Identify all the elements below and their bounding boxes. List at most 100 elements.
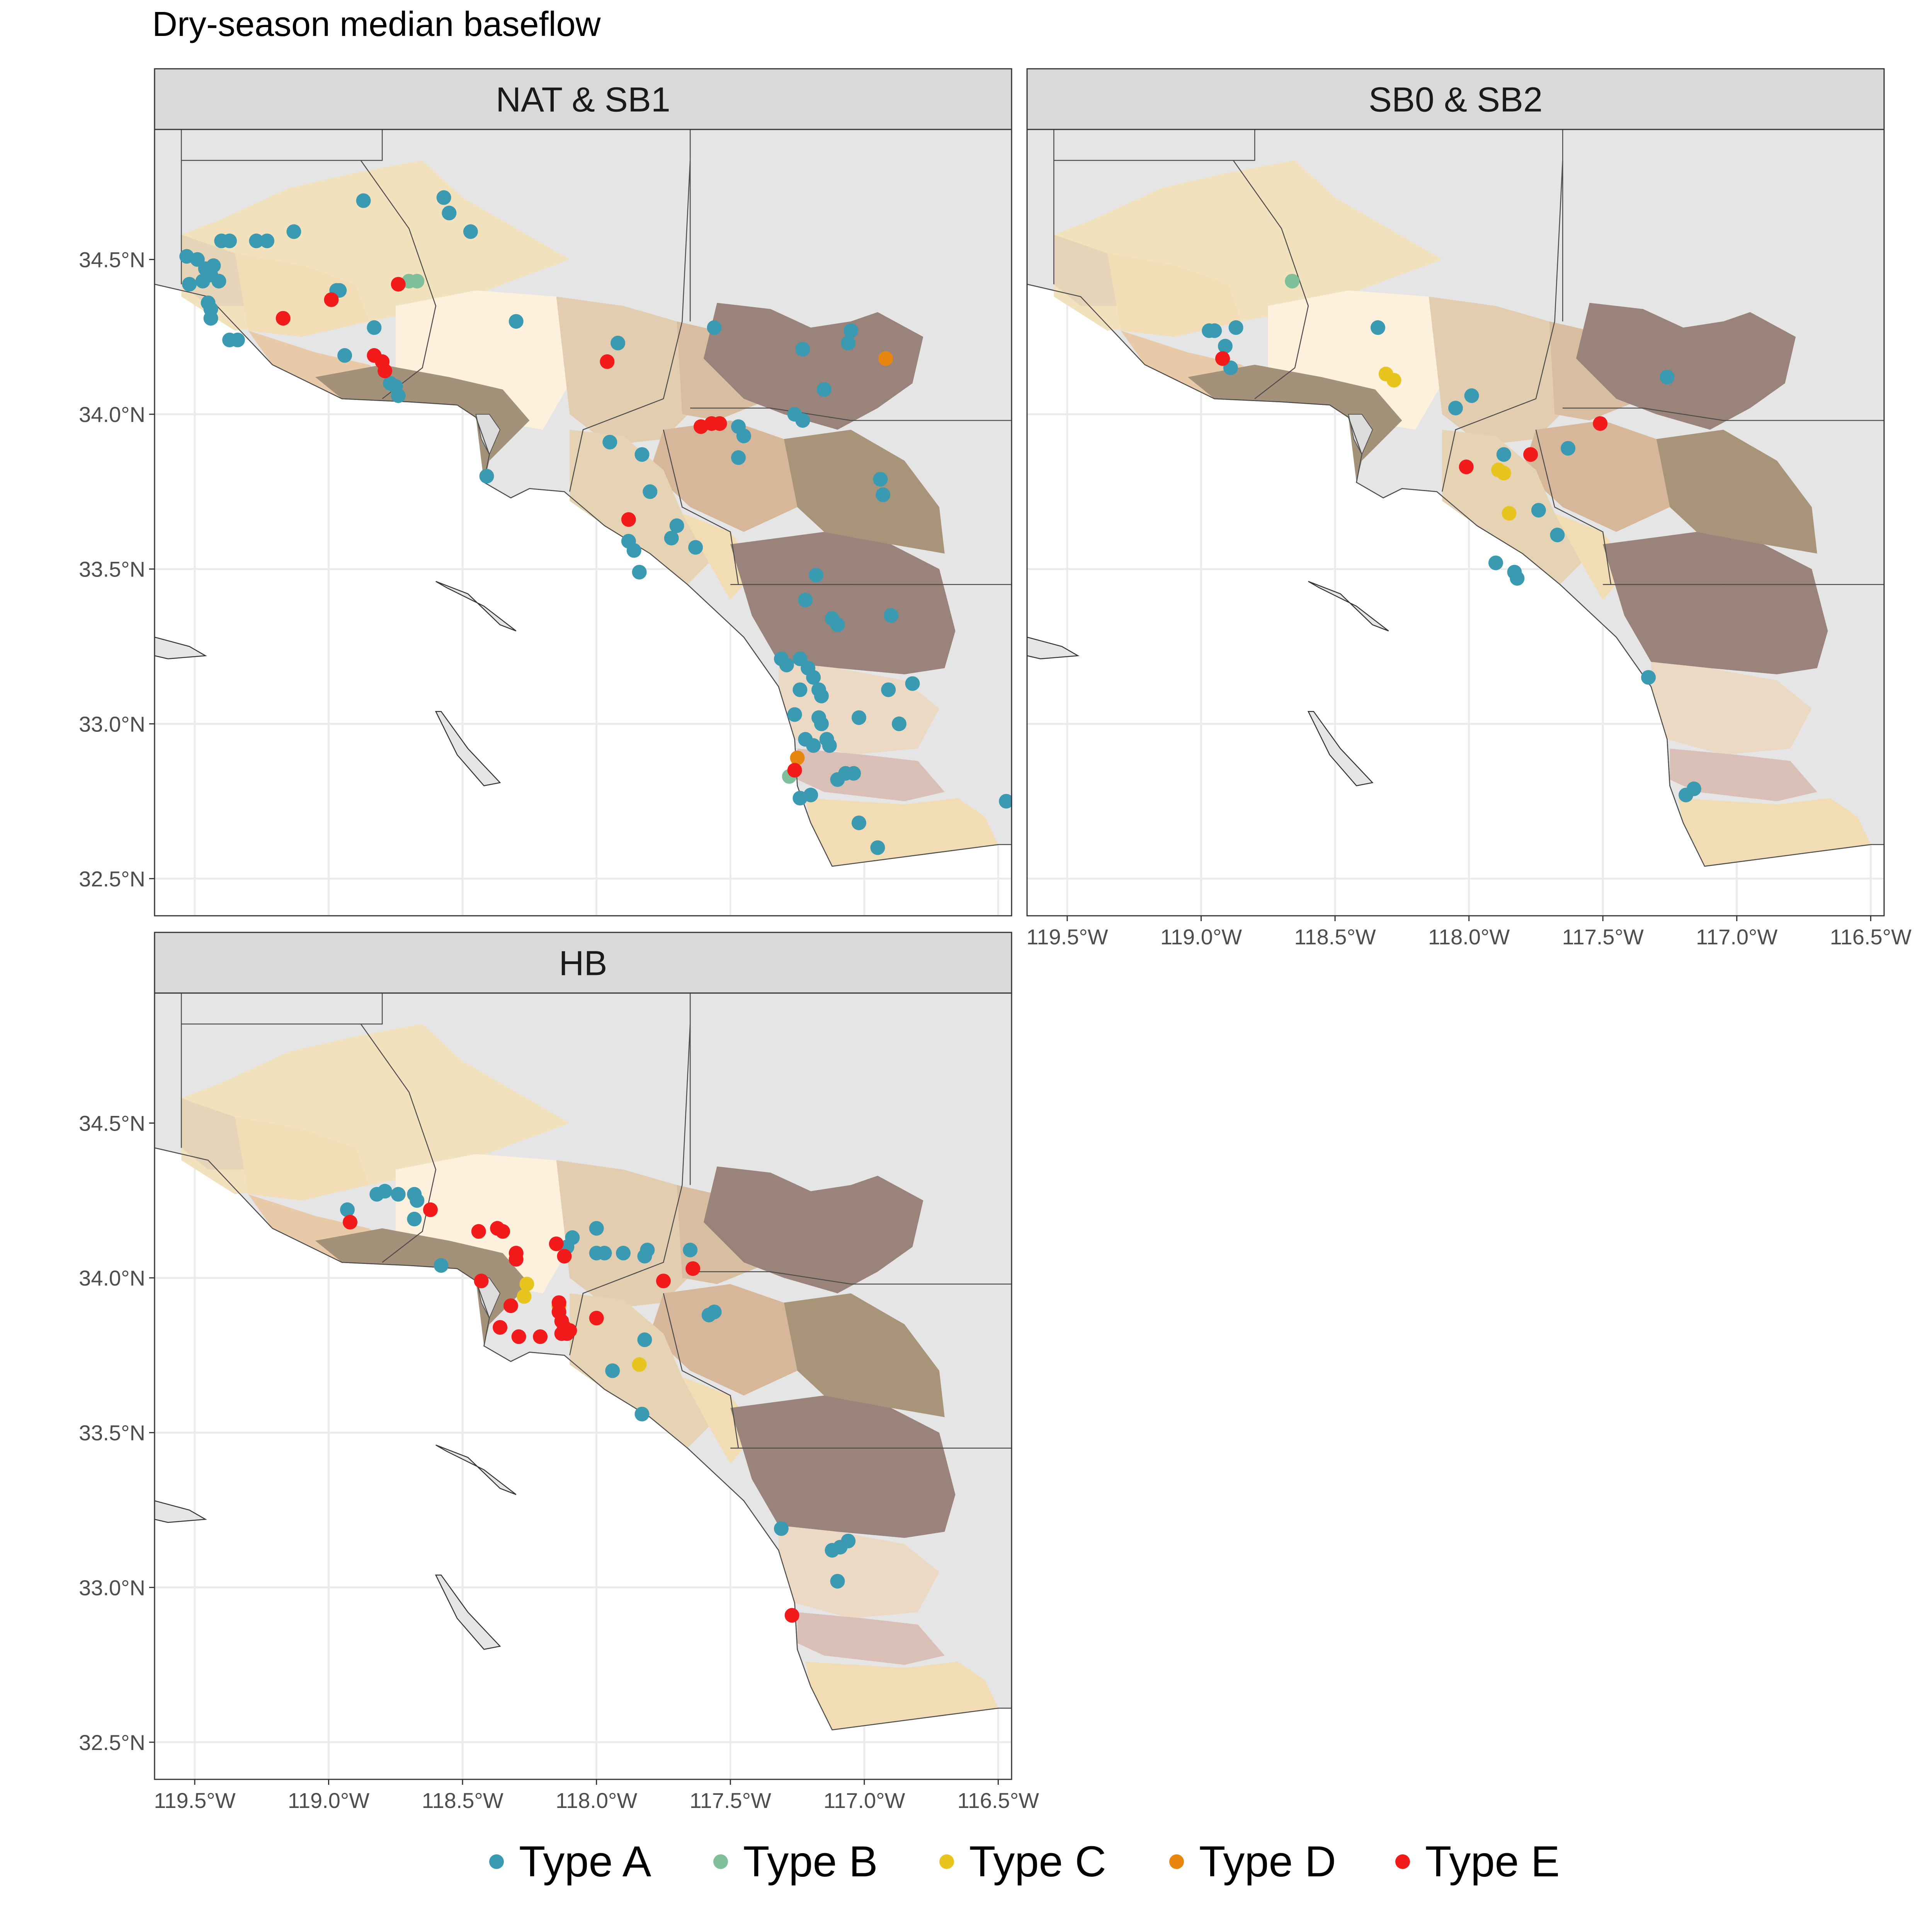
data-point-type-a [795, 413, 810, 428]
data-point-type-a [1228, 320, 1243, 335]
boundary-line [1255, 129, 1563, 321]
data-point-type-d [790, 750, 805, 765]
y-tick-label: 32.5°N [79, 867, 145, 891]
data-point-type-a [1561, 441, 1576, 456]
x-tick-label: 119.5°W [1026, 925, 1108, 949]
legend-key-dot [489, 1854, 504, 1869]
x-tick-label: 117.0°W [1696, 925, 1777, 949]
watershed-region [797, 748, 945, 801]
data-point-type-a [1531, 503, 1546, 518]
data-point-type-c [517, 1289, 532, 1304]
data-point-type-a [391, 388, 406, 403]
x-tick-label: 119.5°W [154, 1788, 235, 1813]
data-point-type-c [1386, 373, 1401, 388]
data-point-type-a [809, 568, 823, 583]
data-point-type-a [795, 342, 810, 357]
data-point-type-a [634, 1406, 650, 1422]
data-point-type-e [511, 1329, 526, 1344]
data-point-type-e [600, 354, 615, 369]
boundary-line [360, 160, 437, 399]
island [155, 636, 207, 660]
data-point-type-a [602, 435, 617, 450]
boundary-line [663, 1293, 739, 1448]
legend-label: Type A [519, 1837, 651, 1886]
data-point-type-a [605, 1363, 620, 1378]
data-point-type-e [533, 1329, 548, 1344]
watershed-region [784, 1293, 945, 1417]
island [1027, 636, 1080, 660]
data-point-type-a [806, 738, 821, 753]
watershed-region [556, 296, 704, 446]
data-point-type-a [822, 738, 837, 753]
data-point-type-a [787, 707, 802, 722]
data-point-type-a [1464, 388, 1479, 403]
data-point-type-a [870, 840, 885, 855]
data-point-type-a [846, 766, 861, 781]
coastal-area [1348, 414, 1373, 456]
data-point-type-a [1448, 401, 1463, 416]
y-tick-label: 32.5°N [79, 1730, 145, 1755]
watershed-region [1429, 296, 1576, 446]
data-point-type-e [495, 1224, 510, 1239]
island [435, 711, 501, 786]
x-tick-label: 117.5°W [1562, 925, 1644, 949]
data-point-type-a [463, 224, 478, 239]
data-point-type-e [562, 1323, 577, 1338]
facet-strip [1026, 68, 1885, 130]
watershed-region [1603, 532, 1828, 675]
boundary-line [690, 407, 1012, 421]
watershed-region [730, 1395, 956, 1538]
data-point-type-a [736, 429, 751, 444]
data-point-type-a [806, 670, 821, 685]
data-point-type-a [1641, 670, 1656, 685]
watershed-region [1656, 430, 1817, 554]
data-point-type-a [881, 682, 896, 697]
data-point-type-a [616, 1246, 631, 1260]
data-point-type-a [182, 277, 197, 292]
legend-key-dot [713, 1854, 728, 1869]
x-tick-label: 118.5°W [422, 1788, 503, 1813]
watershed-region [235, 253, 369, 337]
data-point-type-a [509, 314, 524, 329]
watershed-region [1576, 303, 1796, 430]
boundary-line [663, 429, 739, 585]
data-point-type-a [479, 469, 494, 484]
data-point-type-e [1593, 416, 1608, 431]
watershed-region [730, 532, 956, 675]
data-point-type-a [683, 1243, 698, 1257]
x-tick-label: 117.5°W [690, 1788, 771, 1813]
data-point-type-a [905, 676, 920, 691]
data-point-type-e [391, 277, 406, 292]
panel-border [154, 129, 1012, 917]
y-tick-label: 34.5°N [79, 1111, 145, 1135]
facet-strip-label: NAT & SB1 [496, 81, 670, 119]
data-point-type-a [1207, 323, 1222, 338]
watershed-region [784, 430, 945, 554]
facet-strip [154, 68, 1012, 130]
watershed-region [703, 303, 923, 430]
data-point-type-a [1496, 447, 1511, 462]
legend-item-type-e: Type E [1395, 1837, 1560, 1886]
data-point-type-a [589, 1221, 604, 1236]
x-tick-label: 116.5°W [1830, 925, 1912, 949]
island [155, 1500, 207, 1523]
coastline [155, 129, 1012, 867]
data-point-type-a [1550, 527, 1565, 543]
data-point-type-a [688, 540, 703, 555]
data-point-type-a [230, 332, 245, 347]
island [435, 1574, 501, 1650]
boundary-line [569, 160, 691, 492]
x-tick-label: 118.0°W [1428, 925, 1510, 949]
facet-strip [154, 932, 1012, 994]
boundary-line [181, 993, 383, 1025]
watershed-region [797, 1612, 945, 1665]
boundary-line [382, 129, 691, 321]
data-point-type-a [1371, 320, 1385, 335]
data-point-type-a [884, 608, 899, 623]
data-point-type-a [211, 274, 226, 289]
data-point-type-e [685, 1261, 701, 1276]
legend: Type A Type B Type C Type D Type E [489, 1837, 1560, 1886]
y-tick-label: 34.0°N [79, 1266, 145, 1290]
watershed-region [1651, 662, 1812, 755]
watershed-region [1554, 513, 1630, 600]
